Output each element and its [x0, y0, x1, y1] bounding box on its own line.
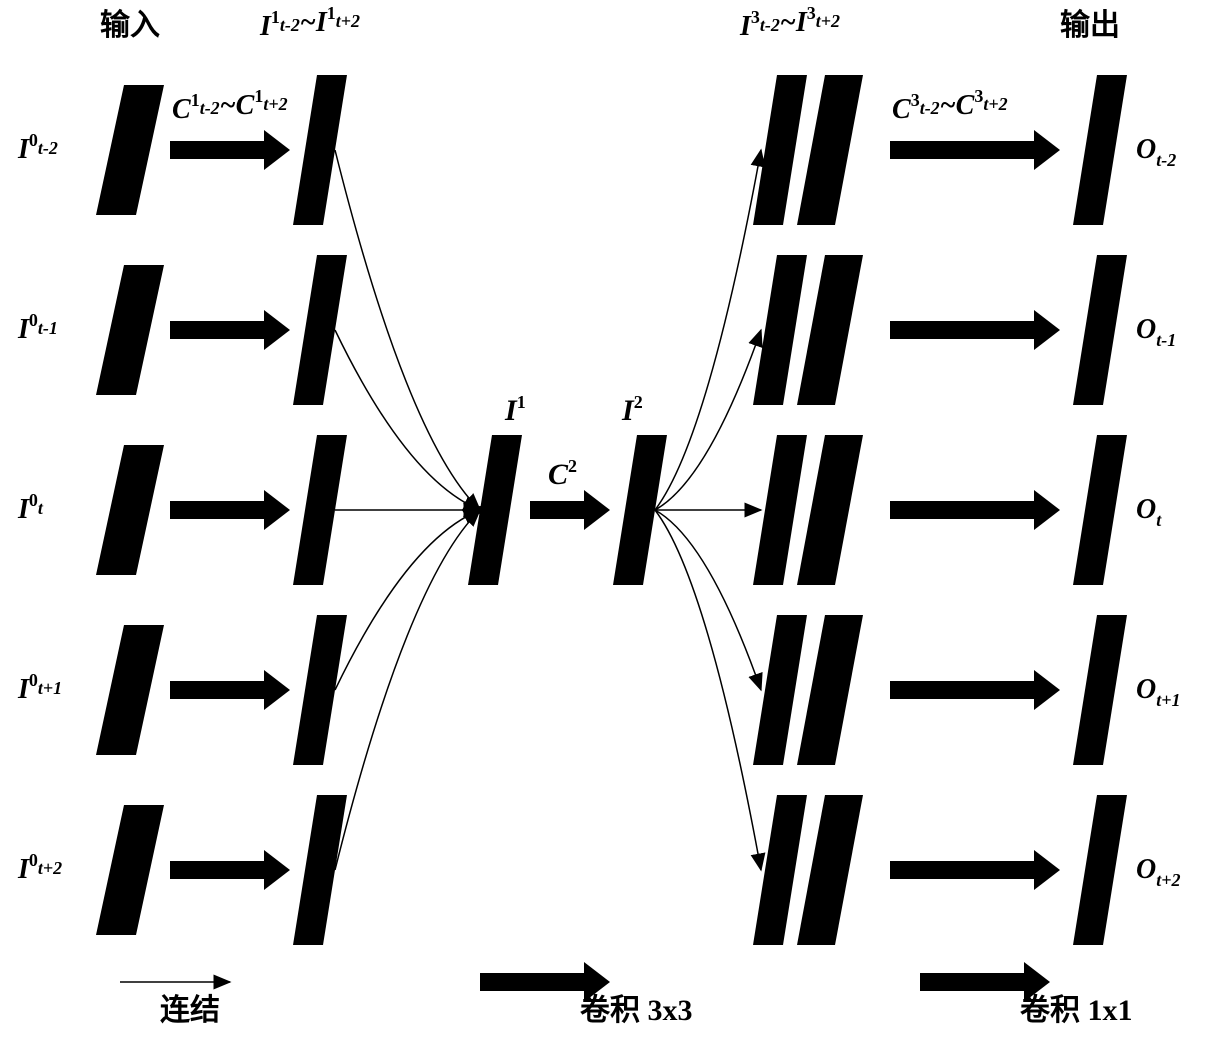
arrow-c3-0-shaft: [890, 141, 1034, 159]
label-input-0: I0t-2: [17, 130, 58, 165]
diverge-0: [655, 150, 761, 510]
label-i1: I1: [504, 392, 526, 427]
diverge-4: [655, 510, 761, 870]
col1-slab-4: [293, 795, 347, 945]
input-slab-3: [96, 625, 164, 755]
legend-arrow-2-shaft: [920, 973, 1024, 991]
output-slab-1: [1073, 255, 1127, 405]
converge-0: [335, 150, 480, 510]
col3b-slab-2: [797, 435, 863, 585]
arrow-c1-3-head: [264, 670, 290, 710]
label-input-2: I0t: [17, 490, 44, 525]
col3a-slab-3: [753, 615, 807, 765]
label-c2: C2: [548, 456, 577, 491]
col3a-slab-4: [753, 795, 807, 945]
arrow-c1-0-head: [264, 130, 290, 170]
arrow-c1-1-head: [264, 310, 290, 350]
arrow-c3-2-shaft: [890, 501, 1034, 519]
label-output-4: Ot+2: [1136, 854, 1181, 890]
label-c3: C3t-2~C3t+2: [892, 86, 1008, 125]
arrow-c1-4-shaft: [170, 861, 264, 879]
header-input: 输入: [100, 9, 160, 42]
label-output-2: Ot: [1136, 494, 1162, 530]
header-output: 输出: [1060, 9, 1120, 42]
arrow-c1-2-shaft: [170, 501, 264, 519]
arrow-c1-4-head: [264, 850, 290, 890]
label-input-3: I0t+1: [17, 670, 62, 705]
output-slab-4: [1073, 795, 1127, 945]
col3b-slab-0: [797, 75, 863, 225]
label-c1: C1t-2~C1t+2: [172, 86, 288, 125]
label-output-3: Ot+1: [1136, 674, 1181, 710]
header-col1: I1t-2~I1t+2: [259, 3, 360, 42]
arrow-c3-1-head: [1034, 310, 1060, 350]
input-slab-0: [96, 85, 164, 215]
legend-label-1: 卷积 3x3: [580, 994, 693, 1027]
output-slab-0: [1073, 75, 1127, 225]
arrow-c1-1-shaft: [170, 321, 264, 339]
arrow-c3-3-shaft: [890, 681, 1034, 699]
col3a-slab-1: [753, 255, 807, 405]
arrow-c1-0-shaft: [170, 141, 264, 159]
col1-slab-3: [293, 615, 347, 765]
legend-label-0: 连结: [160, 994, 220, 1027]
label-output-0: Ot-2: [1136, 134, 1176, 170]
label-output-1: Ot-1: [1136, 314, 1176, 350]
arrow-c3-1-shaft: [890, 321, 1034, 339]
arrow-c3-4-shaft: [890, 861, 1034, 879]
col3b-slab-1: [797, 255, 863, 405]
arrow-c2-shaft: [530, 501, 584, 519]
arrow-c1-2-head: [264, 490, 290, 530]
input-slab-4: [96, 805, 164, 935]
col1-slab-1: [293, 255, 347, 405]
input-slab-1: [96, 265, 164, 395]
converge-4: [335, 510, 480, 870]
label-input-4: I0t+2: [17, 850, 62, 885]
output-slab-3: [1073, 615, 1127, 765]
arrow-c3-2-head: [1034, 490, 1060, 530]
col3a-slab-2: [753, 435, 807, 585]
col3b-slab-3: [797, 615, 863, 765]
col3a-slab-0: [753, 75, 807, 225]
legend-arrow-1-shaft: [480, 973, 584, 991]
diagram-canvas: 输入 I1t-2~I1t+2 I3t-2~I3t+2 输出 I0t-2 I0t-1 I0t I…: [0, 0, 1219, 1042]
input-slab-2: [96, 445, 164, 575]
col3b-slab-4: [797, 795, 863, 945]
label-input-1: I0t-1: [17, 310, 58, 345]
header-col3: I3t-2~I3t+2: [739, 3, 840, 42]
arrow-c3-3-head: [1034, 670, 1060, 710]
label-i2: I2: [621, 392, 643, 427]
col1-slab-0: [293, 75, 347, 225]
arrow-c2-head: [584, 490, 610, 530]
arrow-c1-3-shaft: [170, 681, 264, 699]
arrow-c3-4-head: [1034, 850, 1060, 890]
output-slab-2: [1073, 435, 1127, 585]
legend-label-2: 卷积 1x1: [1020, 994, 1133, 1027]
arrow-c3-0-head: [1034, 130, 1060, 170]
